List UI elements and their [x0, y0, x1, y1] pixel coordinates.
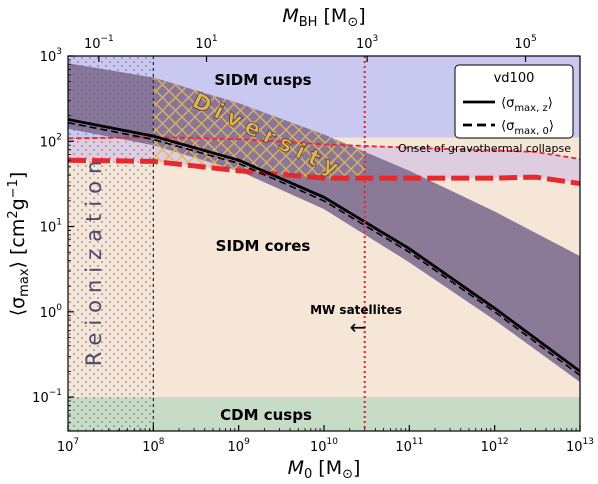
y-tick-label: 10−1 — [32, 388, 62, 406]
top-axis-ticks: 10−1 101 103 105 — [84, 34, 537, 62]
x-tick-label: 1010 — [310, 437, 338, 455]
cdm-cusps-label: CDM cusps — [220, 406, 312, 424]
x-tick-label: 109 — [228, 437, 251, 455]
y-tick-label: 103 — [40, 47, 62, 65]
gravothermal-label: Onset of gravothermal collapse — [398, 142, 571, 155]
top-tick-label: 103 — [356, 34, 378, 52]
y-axis-ticks: 10−1 100 101 102 103 — [32, 47, 74, 432]
y-tick-label: 102 — [40, 132, 62, 150]
mw-satellites-label: MW satellites — [310, 303, 402, 317]
y-axis-label: ⟨σmax⟩ [cm2g−1] — [6, 172, 32, 317]
plot-area — [68, 56, 580, 431]
top-tick-label: 105 — [514, 34, 536, 52]
mw-satellites-arrow-icon: ← — [350, 315, 367, 339]
x-tick-label: 1013 — [566, 437, 594, 455]
top-tick-label: 10−1 — [84, 34, 114, 52]
sidm-cusps-label: SIDM cusps — [214, 71, 311, 89]
series-sigma-max-z-line — [68, 118, 580, 373]
gravothermal-lower-line — [68, 157, 580, 186]
top-tick-label: 101 — [195, 34, 217, 52]
gravothermal-upper-line — [68, 136, 580, 160]
x-axis-label: M0 [M⊙] — [288, 457, 361, 482]
diversity-hatch — [153, 77, 365, 179]
reionization-label: Reionization — [82, 154, 106, 367]
legend-title: vd100 — [494, 71, 535, 86]
legend-series-0: ⟨σmax, 0⟩ — [501, 119, 554, 137]
x-axis-ticks: 107 108 109 1010 1011 1012 1013 — [57, 425, 594, 455]
series-sigma-max-0-line — [68, 121, 580, 376]
y-tick-label: 101 — [40, 218, 62, 236]
sidm-cores-label: SIDM cores — [216, 237, 311, 255]
legend: vd100 ⟨σmax, z⟩ ⟨σmax, 0⟩ — [454, 64, 574, 139]
x-tick-label: 107 — [57, 437, 79, 455]
x-tick-label: 108 — [142, 437, 165, 455]
reionization-region — [68, 56, 154, 431]
legend-series-z: ⟨σmax, z⟩ — [501, 96, 553, 114]
legend-box — [454, 64, 574, 139]
x-tick-label: 1012 — [481, 437, 509, 455]
y-tick-label: 100 — [40, 303, 63, 321]
x-tick-label: 1011 — [395, 437, 423, 455]
top-axis-label: MBH [M⊙] — [282, 5, 365, 30]
